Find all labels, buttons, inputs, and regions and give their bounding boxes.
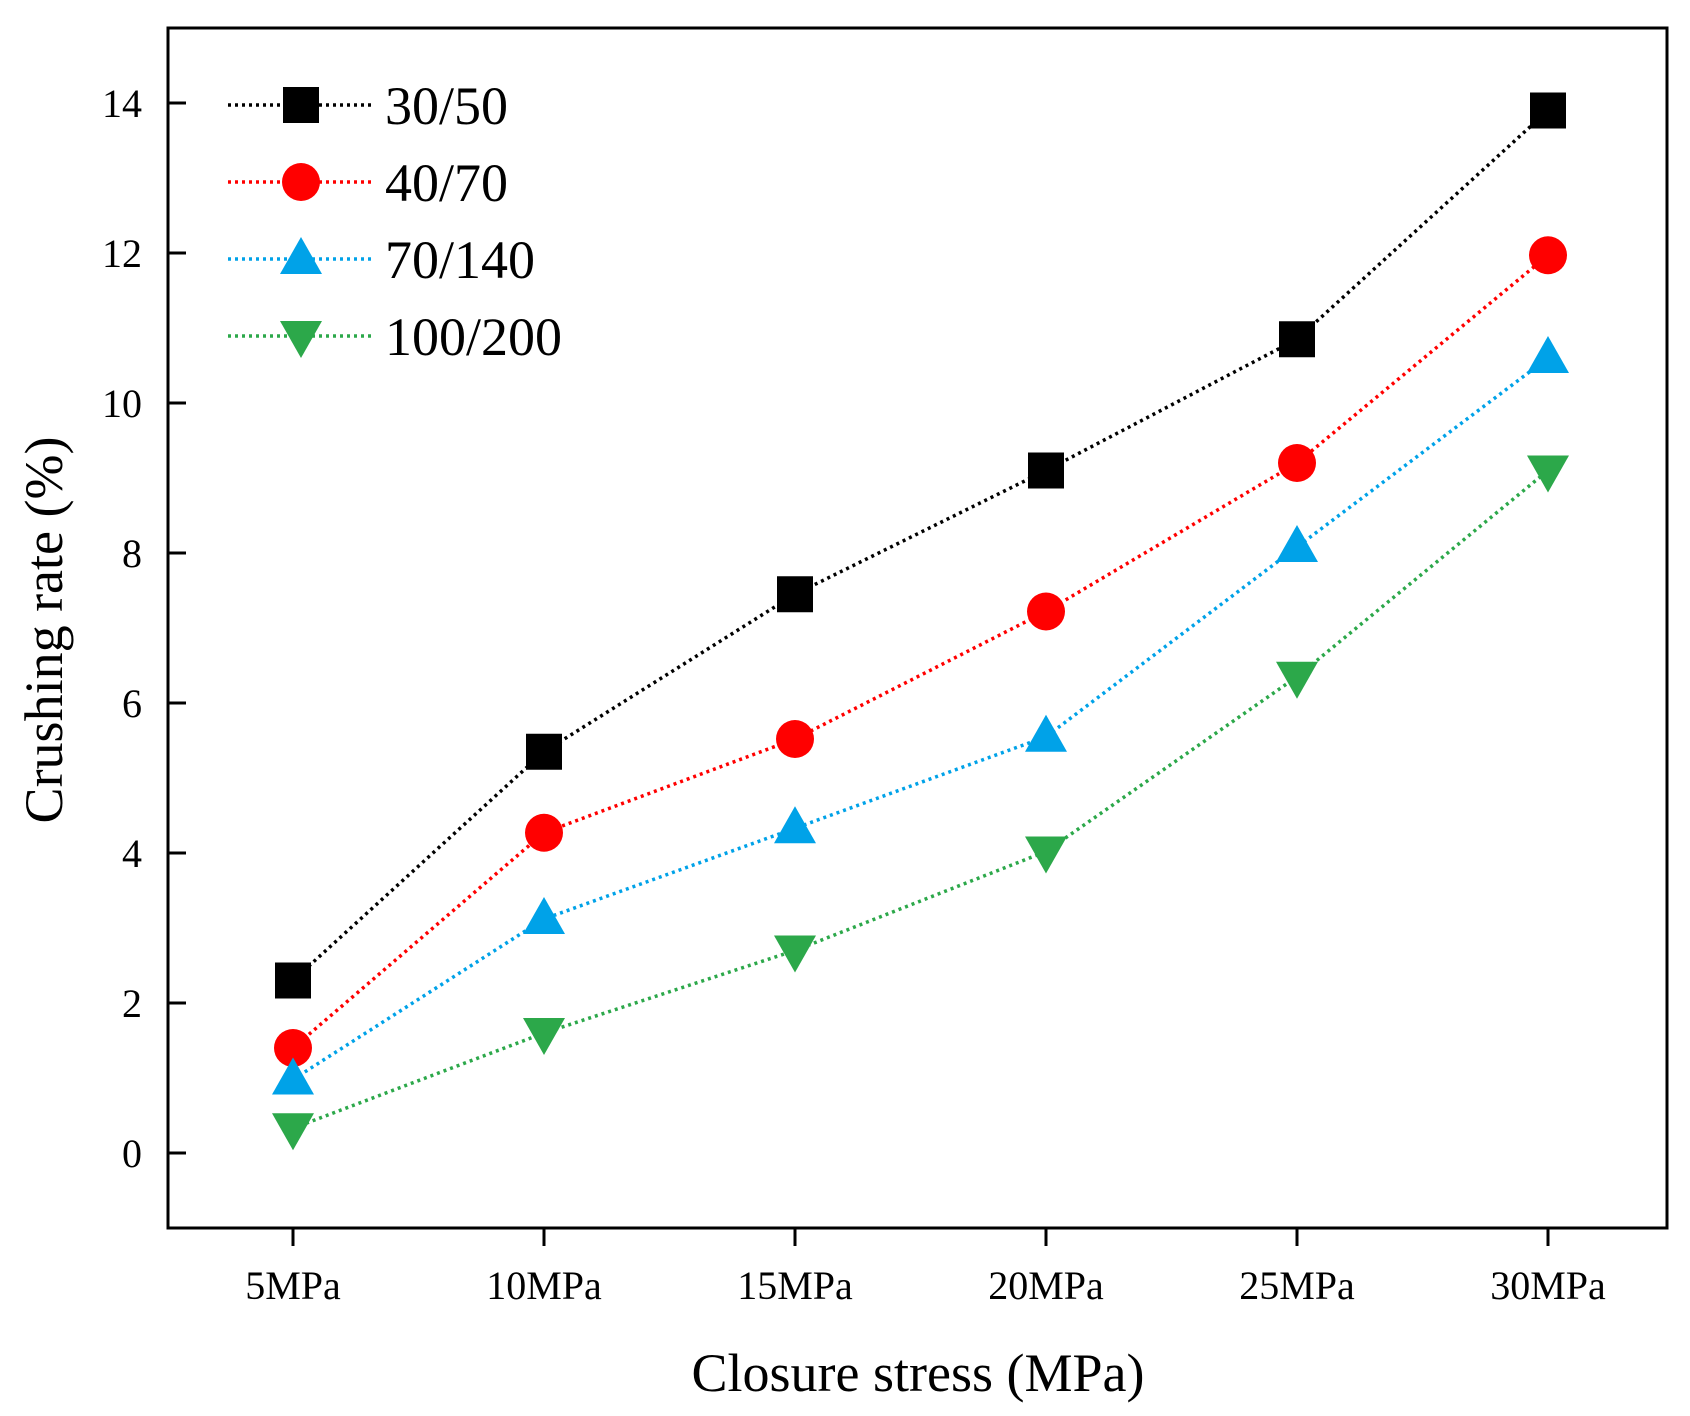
data-point bbox=[525, 813, 563, 852]
legend-item: 40/70 bbox=[228, 153, 508, 213]
series-3 bbox=[272, 455, 1569, 1151]
legend-marker bbox=[283, 87, 319, 123]
data-point bbox=[272, 1113, 314, 1151]
data-point bbox=[1529, 236, 1567, 275]
data-point bbox=[1279, 321, 1315, 358]
data-point bbox=[1025, 714, 1067, 752]
series-line bbox=[292, 469, 1550, 1130]
data-point bbox=[523, 897, 565, 934]
series-2 bbox=[272, 336, 1569, 1095]
data-point bbox=[1027, 592, 1065, 631]
y-tick-label: 12 bbox=[102, 231, 142, 276]
y-tick-label: 4 bbox=[122, 831, 142, 876]
legend-label: 40/70 bbox=[385, 153, 508, 213]
data-point bbox=[1028, 452, 1064, 489]
legend-label: 30/50 bbox=[385, 76, 508, 136]
data-point bbox=[1527, 336, 1569, 373]
x-axis-ticks: 5MPa 10MPa 15MPa 20MPa 25MPa 30MPa bbox=[245, 1228, 1606, 1308]
y-tick-label: 8 bbox=[122, 531, 142, 576]
x-tick-label: 15MPa bbox=[737, 1263, 853, 1308]
data-point bbox=[523, 1018, 565, 1055]
data-point bbox=[1276, 661, 1318, 699]
x-tick-label: 30MPa bbox=[1490, 1263, 1606, 1308]
data-point bbox=[1527, 455, 1569, 493]
data-point bbox=[1276, 525, 1318, 562]
x-tick-label: 5MPa bbox=[245, 1263, 341, 1308]
data-point bbox=[774, 806, 816, 844]
data-point bbox=[274, 1029, 312, 1067]
y-axis-title: Crushing rate (%) bbox=[14, 437, 74, 824]
y-tick-label: 0 bbox=[122, 1131, 142, 1176]
series-0 bbox=[275, 92, 1566, 999]
legend-marker bbox=[280, 321, 322, 358]
y-axis-ticks: 0 2 4 6 8 10 12 14 bbox=[102, 81, 186, 1176]
legend-label: 100/200 bbox=[385, 307, 562, 367]
legend: 30/50 40/70 70/140 100/200 bbox=[228, 76, 562, 367]
data-point bbox=[526, 733, 562, 770]
data-point bbox=[774, 935, 816, 973]
x-axis-title: Closure stress (MPa) bbox=[692, 1343, 1145, 1403]
y-tick-label: 6 bbox=[122, 681, 142, 726]
data-point bbox=[777, 576, 813, 613]
legend-label: 70/140 bbox=[385, 230, 535, 290]
x-tick-label: 10MPa bbox=[486, 1263, 602, 1308]
data-point bbox=[1530, 92, 1566, 129]
legend-marker bbox=[282, 163, 320, 201]
series-line bbox=[292, 356, 1550, 1081]
data-point bbox=[1278, 444, 1316, 482]
data-point bbox=[776, 720, 814, 758]
legend-item: 30/50 bbox=[228, 76, 508, 136]
series-line bbox=[291, 109, 1550, 982]
x-tick-label: 25MPa bbox=[1239, 1263, 1355, 1308]
y-tick-label: 10 bbox=[102, 381, 142, 426]
data-point bbox=[275, 962, 311, 999]
y-tick-label: 14 bbox=[102, 81, 142, 126]
x-tick-label: 20MPa bbox=[988, 1263, 1104, 1308]
series-layer bbox=[272, 92, 1569, 1151]
series-1 bbox=[274, 236, 1567, 1067]
legend-item: 70/140 bbox=[228, 230, 535, 290]
series-line bbox=[291, 253, 1550, 1050]
y-tick-label: 2 bbox=[122, 981, 142, 1026]
legend-marker bbox=[280, 237, 322, 274]
legend-item: 100/200 bbox=[228, 307, 562, 367]
plot-frame bbox=[166, 26, 1669, 1230]
data-point bbox=[272, 1057, 314, 1095]
data-point bbox=[1025, 836, 1067, 874]
